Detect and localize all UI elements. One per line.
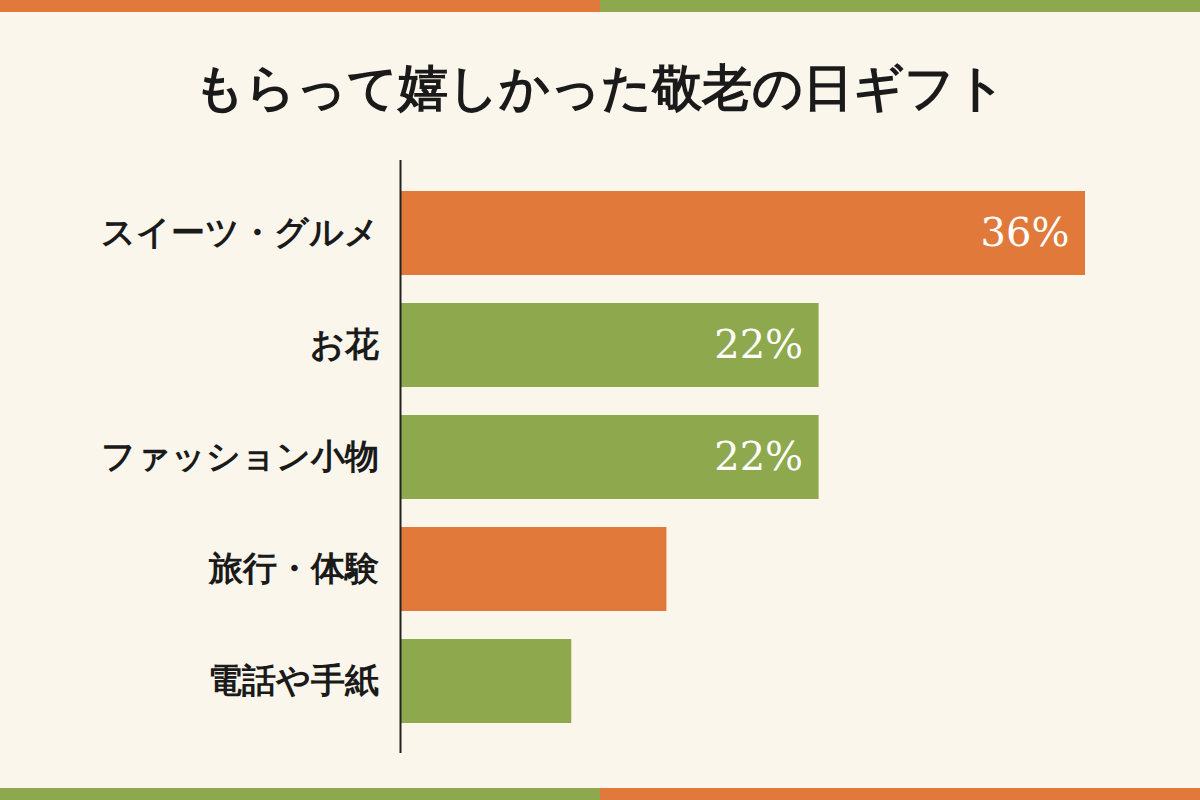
svg-text:お花: お花 bbox=[310, 324, 379, 364]
svg-text:旅行・体験: 旅行・体験 bbox=[208, 548, 379, 588]
svg-text:電話や手紙: 電話や手紙 bbox=[208, 660, 379, 700]
svg-text:ファッション小物: ファッション小物 bbox=[101, 436, 379, 476]
svg-text:22%: 22% bbox=[714, 433, 803, 479]
svg-text:36%: 36% bbox=[981, 209, 1070, 255]
svg-text:スイーツ・グルメ: スイーツ・グルメ bbox=[101, 212, 379, 252]
html-text:もらって嬉しかった敬老の日ギフト: もらって嬉しかった敬老の日ギフト bbox=[194, 58, 1006, 117]
svg-text:22%: 22% bbox=[714, 321, 803, 367]
